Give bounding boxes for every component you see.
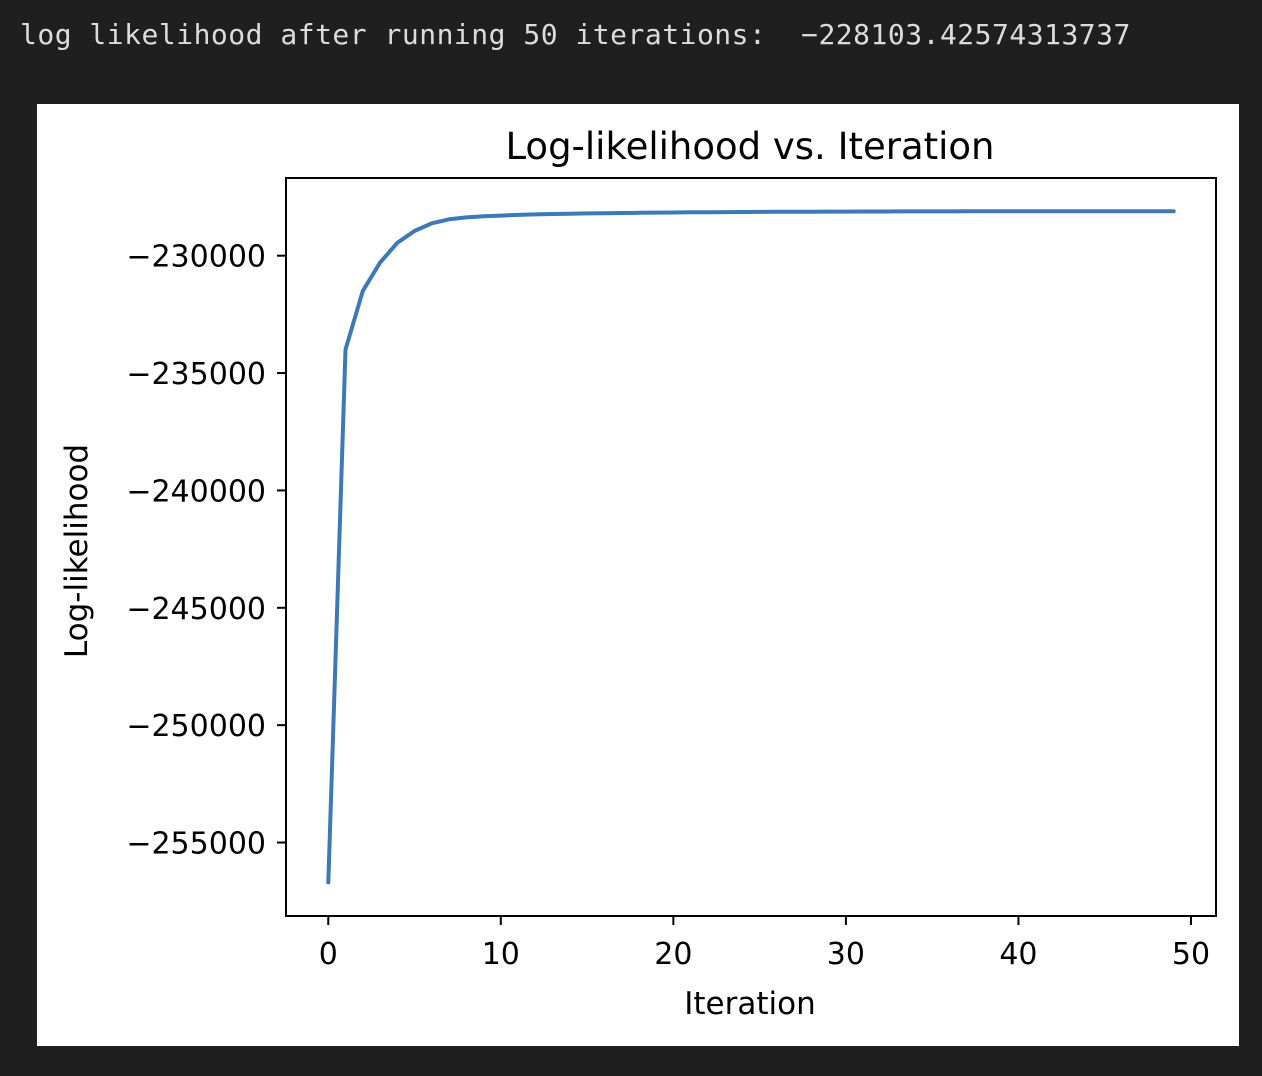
chart-title: Log-likelihood vs. Iteration — [505, 125, 994, 168]
log-likelihood-chart: Log-likelihood vs. Iteration Iteration L… — [59, 125, 1217, 1022]
y-tick-label: −255000 — [126, 827, 266, 862]
x-tick-label: 0 — [319, 937, 338, 972]
x-tick-label: 50 — [1172, 937, 1210, 972]
plot-output-area: Log-likelihood vs. Iteration Iteration L… — [37, 104, 1239, 1046]
x-ticks: 0 10 20 30 40 50 — [319, 916, 1210, 972]
x-tick-label: 30 — [827, 937, 865, 972]
console-output-line: log likelihood after running 50 iteratio… — [20, 18, 1131, 51]
series-line — [326, 209, 1176, 885]
y-ticks: −230000 −235000 −240000 −245000 −250000 −2550… — [126, 240, 286, 862]
plot-frame — [285, 177, 1217, 917]
x-tick-label: 20 — [654, 937, 692, 972]
y-tick-label: −240000 — [126, 474, 266, 509]
y-tick-label: −245000 — [126, 592, 266, 627]
y-tick-label: −250000 — [126, 709, 266, 744]
y-tick-label: −235000 — [126, 357, 266, 392]
y-tick-label: −230000 — [126, 240, 266, 275]
y-axis-title: Log-likelihood — [59, 444, 95, 658]
x-tick-label: 10 — [482, 937, 520, 972]
x-axis-title: Iteration — [684, 986, 816, 1022]
x-tick-label: 40 — [999, 937, 1037, 972]
